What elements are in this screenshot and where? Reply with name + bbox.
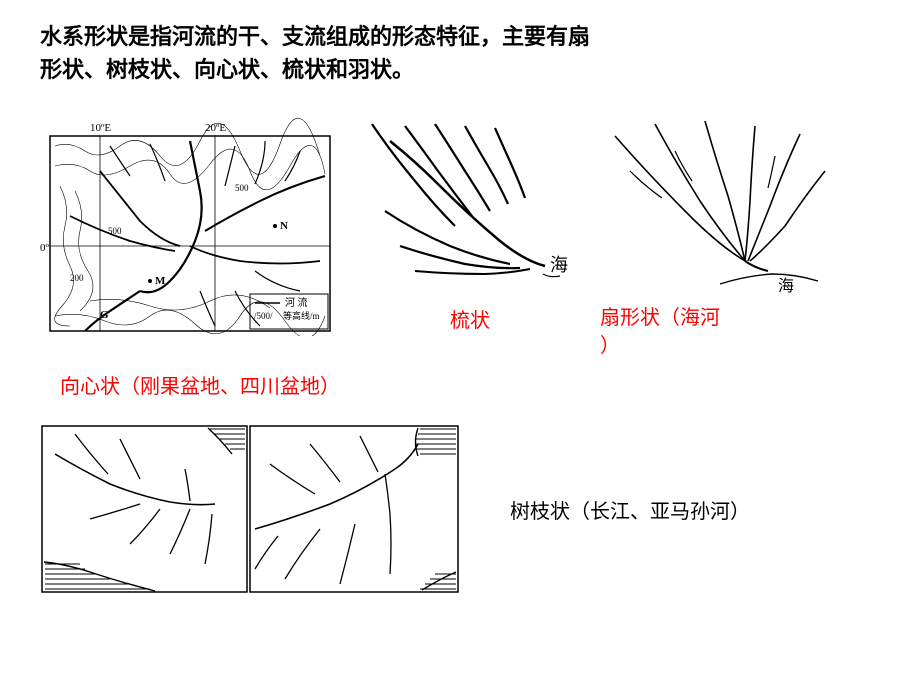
point-m: M [155, 275, 166, 287]
lat-label: 0º [40, 242, 50, 254]
title-line-2: 形状、树枝状、向心状、梳状和羽状。 [40, 57, 414, 82]
legend-contour: 等高线/m [283, 310, 320, 321]
diagram-row-2: 树枝状（长江、亚马孙河） [40, 424, 880, 594]
lon-label-1: 10ºE [90, 122, 111, 134]
fan-label: 扇形状（海河 ） [600, 304, 830, 360]
fan-diagram: 海 扇形状（海河 ） [600, 116, 830, 360]
fan-label-text: 扇形状（海河 [600, 307, 720, 329]
sea-label-comb: 海 [550, 255, 568, 275]
title-line-1: 水系形状是指河流的干、支流组成的形态特征，主要有扇 [40, 24, 590, 49]
dendritic-label: 树枝状（长江、亚马孙河） [510, 495, 750, 524]
fan-label-close: ） [600, 335, 620, 357]
fan-map-svg: 海 [600, 116, 830, 296]
centripetal-label: 向心状（刚果盆地、四川盆地） [60, 370, 880, 399]
sea-label-fan: 海 [778, 277, 794, 295]
legend-contour-prefix: /500/ [254, 311, 273, 321]
comb-map-svg: 海 [360, 116, 580, 296]
hatch-left [45, 429, 245, 589]
comb-diagram: 海 梳状 [360, 116, 580, 333]
contour-500-b: 500 [235, 183, 249, 193]
centripetal-diagram: 10ºE 20ºE 0º 5 [40, 116, 340, 336]
centripetal-map-svg: 10ºE 20ºE 0º 5 [40, 116, 340, 336]
dendritic-map-svg [40, 424, 460, 594]
contour-500-a: 500 [108, 226, 122, 236]
comb-label: 梳状 [360, 304, 580, 333]
hatch-right [415, 429, 456, 589]
point-g: G [100, 309, 109, 321]
point-n: N [280, 220, 288, 232]
contour-200: 200 [70, 273, 84, 283]
diagram-row-1: 10ºE 20ºE 0º 5 [40, 116, 880, 360]
page-title: 水系形状是指河流的干、支流组成的形态特征，主要有扇 形状、树枝状、向心状、梳状和… [40, 20, 880, 86]
legend-river: 河 流 [285, 296, 308, 309]
dendritic-diagram [40, 424, 460, 594]
